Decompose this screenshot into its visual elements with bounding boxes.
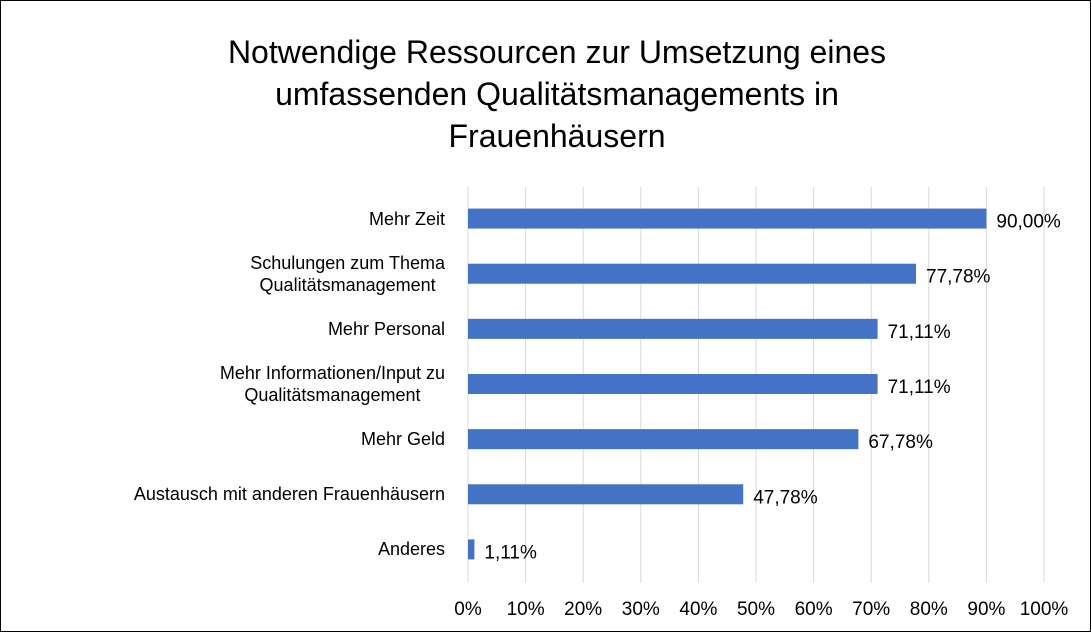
y-tick-label: Mehr Informationen/Input zu Qualitätsman… xyxy=(219,363,445,405)
bar xyxy=(468,208,987,229)
x-tick-label: 30% xyxy=(622,599,660,620)
chart-title: Notwendige Ressourcen zur Umsetzung eine… xyxy=(227,34,887,154)
x-tick-label: 80% xyxy=(910,599,948,620)
x-tick-label: 0% xyxy=(454,599,482,620)
y-tick-label: Austausch mit anderen Frauenhäusern xyxy=(133,484,445,505)
bar xyxy=(468,374,878,394)
x-tick-label: 100% xyxy=(1020,599,1069,620)
bar xyxy=(468,539,475,560)
x-tick-label: 50% xyxy=(737,599,775,620)
data-label: 77,78% xyxy=(926,267,991,288)
x-tick-label: 60% xyxy=(795,599,833,620)
y-tick-label: Mehr Zeit xyxy=(368,208,445,229)
x-tick-label: 70% xyxy=(852,599,890,620)
bar xyxy=(468,429,859,450)
data-label: 1,11% xyxy=(484,542,537,563)
bar xyxy=(468,318,878,339)
y-tick-label: Mehr Geld xyxy=(360,429,445,450)
data-label: 67,78% xyxy=(868,432,933,453)
y-tick-label: Schulungen zum Thema Qualitätsmanagement xyxy=(250,252,445,295)
x-tick-label: 20% xyxy=(564,599,602,620)
x-tick-label: 10% xyxy=(507,599,545,620)
data-label: 90,00% xyxy=(996,212,1061,233)
data-label: 71,11% xyxy=(888,322,951,343)
bar xyxy=(468,484,744,505)
data-label: 71,11% xyxy=(888,377,951,398)
y-tick-label: Anderes xyxy=(377,539,445,560)
data-label: 47,78% xyxy=(753,487,818,508)
x-tick-label: 40% xyxy=(679,599,717,620)
bar xyxy=(468,263,917,284)
y-tick-label: Mehr Personal xyxy=(327,318,445,339)
x-tick-label: 90% xyxy=(967,599,1005,620)
